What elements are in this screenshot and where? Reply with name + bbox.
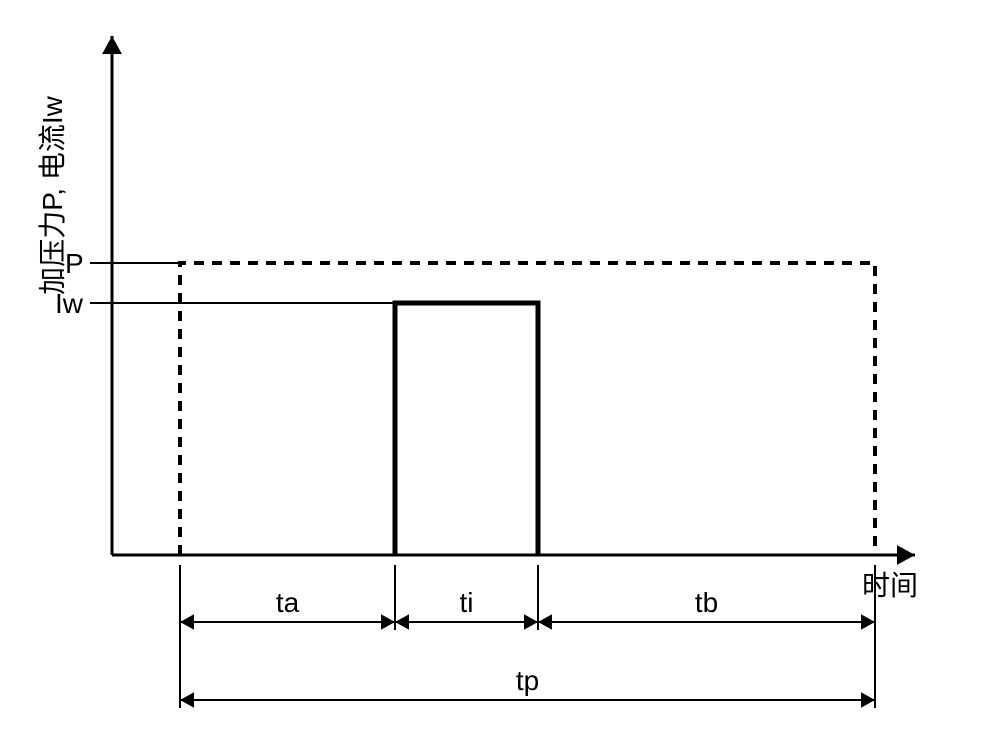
x-axis-label: 时间 <box>862 570 918 601</box>
current-curve <box>395 303 538 555</box>
diagram-canvas: 加压力P, 电流Iw 时间 P Iw ta ti tb tp <box>0 0 1000 754</box>
dim-label-ta: ta <box>276 587 300 618</box>
dim-label-tp: tp <box>516 665 539 696</box>
tick-label-p: P <box>65 248 84 279</box>
pressure-curve <box>180 263 875 555</box>
y-axis-label: 加压力P, 电流Iw <box>37 95 68 294</box>
dim-label-tb: tb <box>695 587 718 618</box>
dim-label-ti: ti <box>460 587 474 618</box>
diagram-svg: 加压力P, 电流Iw 时间 P Iw ta ti tb tp <box>0 0 1000 754</box>
tick-label-iw: Iw <box>55 288 84 319</box>
